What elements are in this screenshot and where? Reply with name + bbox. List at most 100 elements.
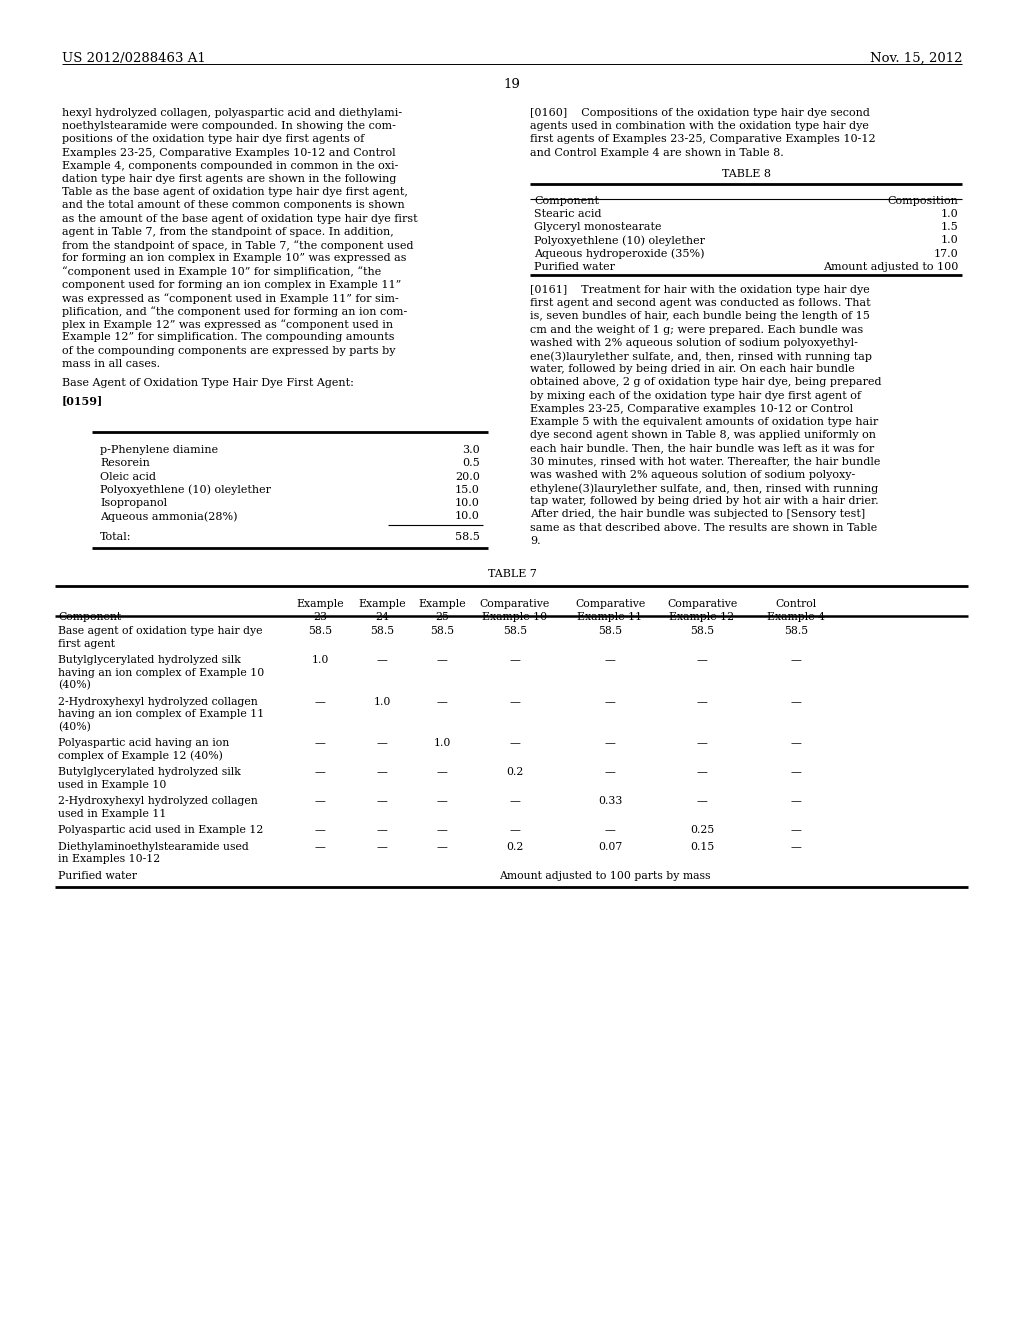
Text: Polyoxyethlene (10) oleylether: Polyoxyethlene (10) oleylether [100,484,271,495]
Text: —: — [791,842,802,851]
Text: washed with 2% aqueous solution of sodium polyoxyethyl-: washed with 2% aqueous solution of sodiu… [530,338,858,347]
Text: —: — [436,767,447,777]
Text: tap water, followed by being dried by hot air with a hair drier.: tap water, followed by being dried by ho… [530,496,879,506]
Text: TABLE 7: TABLE 7 [487,569,537,579]
Text: —: — [377,738,387,748]
Text: 1.0: 1.0 [311,656,329,665]
Text: noethylstearamide were compounded. In showing the com-: noethylstearamide were compounded. In sh… [62,121,396,131]
Text: 2-Hydroxyhexyl hydrolyzed collagen: 2-Hydroxyhexyl hydrolyzed collagen [58,796,258,807]
Text: —: — [314,796,326,807]
Text: Purified water: Purified water [58,871,137,880]
Text: —: — [436,842,447,851]
Text: —: — [314,697,326,708]
Text: —: — [377,796,387,807]
Text: —: — [791,697,802,708]
Text: Example 10: Example 10 [482,612,548,623]
Text: —: — [696,697,708,708]
Text: Polyoxyethlene (10) oleylether: Polyoxyethlene (10) oleylether [534,235,705,246]
Text: —: — [696,738,708,748]
Text: Butylglycerylated hydrolyzed silk: Butylglycerylated hydrolyzed silk [58,767,241,777]
Text: ene(3)laurylether sulfate, and, then, rinsed with running tap: ene(3)laurylether sulfate, and, then, ri… [530,351,872,362]
Text: 0.15: 0.15 [690,842,714,851]
Text: Example 12” for simplification. The compounding amounts: Example 12” for simplification. The comp… [62,333,394,342]
Text: cm and the weight of 1 g; were prepared. Each bundle was: cm and the weight of 1 g; were prepared.… [530,325,863,334]
Text: complex of Example 12 (40%): complex of Example 12 (40%) [58,751,223,762]
Text: —: — [377,842,387,851]
Text: 58.5: 58.5 [598,627,622,636]
Text: obtained above, 2 g of oxidation type hair dye, being prepared: obtained above, 2 g of oxidation type ha… [530,378,882,387]
Text: used in Example 11: used in Example 11 [58,809,166,818]
Text: first agent: first agent [58,639,115,649]
Text: component used for forming an ion complex in Example 11”: component used for forming an ion comple… [62,280,401,289]
Text: (40%): (40%) [58,722,91,733]
Text: Oleic acid: Oleic acid [100,471,156,482]
Text: —: — [436,656,447,665]
Text: 1.5: 1.5 [940,222,958,232]
Text: —: — [314,825,326,836]
Text: —: — [791,656,802,665]
Text: Diethylaminoethylstearamide used: Diethylaminoethylstearamide used [58,842,249,851]
Text: was washed with 2% aqueous solution of sodium polyoxy-: was washed with 2% aqueous solution of s… [530,470,855,479]
Text: —: — [510,656,520,665]
Text: —: — [510,738,520,748]
Text: 58.5: 58.5 [455,532,480,543]
Text: from the standpoint of space, in Table 7, “the component used: from the standpoint of space, in Table 7… [62,240,414,251]
Text: —: — [604,697,615,708]
Text: 9.: 9. [530,536,541,545]
Text: 1.0: 1.0 [940,235,958,246]
Text: Amount adjusted to 100: Amount adjusted to 100 [822,261,958,272]
Text: ethylene(3)laurylether sulfate, and, then, rinsed with running: ethylene(3)laurylether sulfate, and, the… [530,483,879,494]
Text: Control: Control [775,599,816,610]
Text: having an ion complex of Example 11: having an ion complex of Example 11 [58,709,264,719]
Text: was expressed as “component used in Example 11” for sim-: was expressed as “component used in Exam… [62,293,398,304]
Text: Example: Example [418,599,466,610]
Text: 30 minutes, rinsed with hot water. Thereafter, the hair bundle: 30 minutes, rinsed with hot water. There… [530,457,881,466]
Text: 23: 23 [313,612,327,623]
Text: Purified water: Purified water [534,261,615,272]
Text: plex in Example 12” was expressed as “component used in: plex in Example 12” was expressed as “co… [62,319,393,330]
Text: —: — [696,656,708,665]
Text: Amount adjusted to 100 parts by mass: Amount adjusted to 100 parts by mass [500,871,711,880]
Text: plification, and “the component used for forming an ion com-: plification, and “the component used for… [62,306,408,317]
Text: first agent and second agent was conducted as follows. That: first agent and second agent was conduct… [530,298,870,308]
Text: Examples 23-25, Comparative Examples 10-12 and Control: Examples 23-25, Comparative Examples 10-… [62,148,395,157]
Text: is, seven bundles of hair, each bundle being the length of 15: is, seven bundles of hair, each bundle b… [530,312,869,321]
Text: —: — [377,767,387,777]
Text: —: — [510,796,520,807]
Text: 0.33: 0.33 [598,796,623,807]
Text: used in Example 10: used in Example 10 [58,780,166,789]
Text: Table as the base agent of oxidation type hair dye first agent,: Table as the base agent of oxidation typ… [62,187,408,197]
Text: Composition: Composition [887,195,958,206]
Text: p-Phenylene diamine: p-Phenylene diamine [100,445,218,455]
Text: Example 5 with the equivalent amounts of oxidation type hair: Example 5 with the equivalent amounts of… [530,417,879,426]
Text: and the total amount of these common components is shown: and the total amount of these common com… [62,201,404,210]
Text: Glyceryl monostearate: Glyceryl monostearate [534,222,662,232]
Text: —: — [604,767,615,777]
Text: dation type hair dye first agents are shown in the following: dation type hair dye first agents are sh… [62,174,396,183]
Text: 0.2: 0.2 [506,767,523,777]
Text: Base agent of oxidation type hair dye: Base agent of oxidation type hair dye [58,627,262,636]
Text: —: — [604,825,615,836]
Text: 24: 24 [375,612,389,623]
Text: dye second agent shown in Table 8, was applied uniformly on: dye second agent shown in Table 8, was a… [530,430,876,440]
Text: same as that described above. The results are shown in Table: same as that described above. The result… [530,523,878,532]
Text: —: — [377,825,387,836]
Text: 58.5: 58.5 [308,627,332,636]
Text: Component: Component [58,612,121,623]
Text: 20.0: 20.0 [455,471,480,482]
Text: Component: Component [534,195,599,206]
Text: as the amount of the base agent of oxidation type hair dye first: as the amount of the base agent of oxida… [62,214,418,223]
Text: in Examples 10-12: in Examples 10-12 [58,854,160,865]
Text: Example 12: Example 12 [670,612,734,623]
Text: —: — [377,656,387,665]
Text: 58.5: 58.5 [370,627,394,636]
Text: 10.0: 10.0 [455,498,480,508]
Text: US 2012/0288463 A1: US 2012/0288463 A1 [62,51,206,65]
Text: of the compounding components are expressed by parts by: of the compounding components are expres… [62,346,395,355]
Text: 3.0: 3.0 [462,445,480,455]
Text: —: — [436,796,447,807]
Text: [0160]    Compositions of the oxidation type hair dye second: [0160] Compositions of the oxidation typ… [530,108,869,117]
Text: [0159]: [0159] [62,395,103,407]
Text: Examples 23-25, Comparative examples 10-12 or Control: Examples 23-25, Comparative examples 10-… [530,404,853,413]
Text: Isopropanol: Isopropanol [100,498,167,508]
